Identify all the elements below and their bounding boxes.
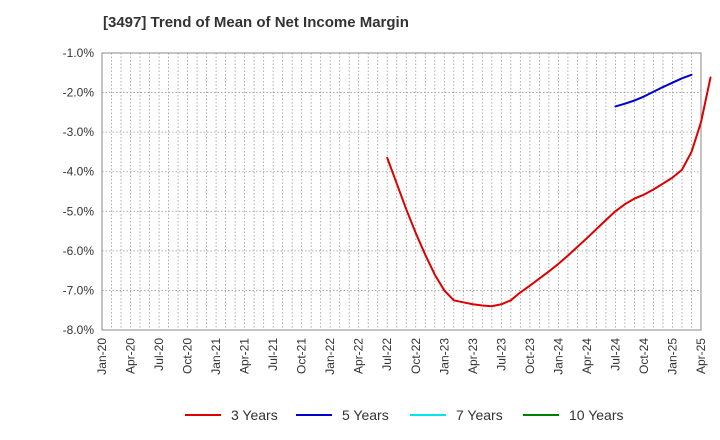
legend-swatch-7-years (410, 414, 446, 416)
x-tick-label: Jul-23 (494, 338, 508, 371)
x-tick-label: Jul-21 (266, 338, 280, 371)
legend-swatch-10-years (523, 414, 559, 416)
x-tick-label: Jul-22 (380, 338, 394, 371)
x-tick-label: Jan-20 (95, 338, 109, 375)
legend-label-10-years: 10 Years (569, 407, 624, 423)
plot-frame (101, 52, 702, 331)
x-axis: Jan-20 Apr-20 Jul-20 Oct-20 Jan-21 Apr-21 Jul-… (95, 338, 708, 375)
grid-lines (102, 52, 701, 331)
x-tick-label: Apr-24 (580, 338, 594, 374)
legend-label-3-years: 3 Years (231, 407, 278, 423)
y-tick-label: -6.0% (63, 244, 95, 258)
x-tick-label: Jan-22 (323, 338, 337, 375)
x-tick-label: Jan-23 (437, 338, 451, 375)
x-tick-label: Apr-21 (238, 338, 252, 374)
x-tick-label: Oct-20 (181, 338, 195, 374)
y-tick-label: -7.0% (63, 283, 95, 297)
y-tick-label: -5.0% (63, 204, 95, 218)
legend-item-3-years: 3 Years (185, 405, 278, 425)
x-tick-label: Jan-24 (551, 338, 565, 375)
x-tick-label: Apr-22 (352, 338, 366, 374)
chart-title: [3497] Trend of Mean of Net Income Margi… (103, 14, 409, 31)
legend-label-5-years: 5 Years (342, 407, 389, 423)
y-axis: -1.0% -2.0% -3.0% -4.0% -5.0% -6.0% -7.0% -8.0% (63, 46, 95, 337)
y-tick-label: -4.0% (63, 165, 95, 179)
legend: 3 Years 5 Years 7 Years 10 Years (0, 405, 720, 425)
x-tick-label: Oct-22 (409, 338, 423, 374)
series-line-3-years (386, 76, 712, 308)
series-lines (386, 73, 712, 308)
x-tick-label: Jan-25 (665, 338, 679, 375)
x-tick-label: Apr-23 (466, 338, 480, 374)
y-tick-label: -1.0% (63, 46, 95, 60)
series-line-5-years (614, 73, 693, 108)
x-tick-label: Jul-20 (152, 338, 166, 371)
legend-swatch-5-years (296, 414, 332, 416)
y-tick-label: -8.0% (63, 323, 95, 337)
x-tick-label: Jul-24 (608, 338, 622, 371)
legend-swatch-3-years (185, 414, 221, 416)
legend-item-10-years: 10 Years (523, 405, 624, 425)
x-tick-label: Jan-21 (209, 338, 223, 375)
legend-item-5-years: 5 Years (296, 405, 389, 425)
x-tick-label: Apr-25 (694, 338, 708, 374)
legend-item-7-years: 7 Years (410, 405, 503, 425)
y-tick-label: -2.0% (63, 86, 95, 100)
x-tick-label: Oct-23 (523, 338, 537, 374)
y-tick-label: -3.0% (63, 125, 95, 139)
x-tick-label: Oct-21 (295, 338, 309, 374)
x-tick-label: Oct-24 (637, 338, 651, 374)
x-tick-label: Apr-20 (124, 338, 138, 374)
legend-label-7-years: 7 Years (456, 407, 503, 423)
